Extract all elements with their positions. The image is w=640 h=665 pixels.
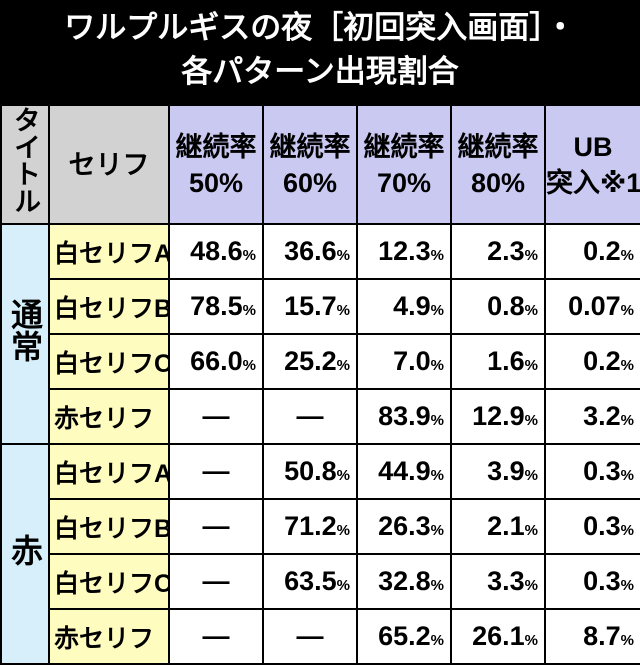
title-line: ワルプルギスの夜［初回突入画面］・ (64, 10, 576, 45)
group-label: 赤 (7, 534, 43, 566)
value-cell: 2.1% (450, 498, 546, 555)
row-label: 白セリフA (48, 443, 170, 500)
value-cell: 0.2% (544, 223, 640, 280)
value-cell: 0.07% (544, 278, 640, 335)
header-row: タイトル セリフ 継続率 50% 継続率 60% 継続率 70% 継続率 80% UB 突入※1 (0, 104, 640, 225)
value-cell: 3.3% (450, 553, 546, 610)
header-text: 継続率 (175, 131, 257, 162)
header-text: 80% (470, 167, 526, 198)
body-row: 赤セリフ — —65.2% 26.1% 8.7% (1, 608, 640, 665)
value-cell: 7.0% (356, 333, 452, 390)
header-text: 突入※1 (546, 167, 640, 198)
value-cell: 32.8% (356, 553, 452, 610)
header-cell: セリフ (48, 104, 170, 225)
value-cell: 12.3% (356, 223, 452, 280)
value-cell: — (262, 608, 358, 665)
row-label: 赤セリフ (48, 608, 170, 665)
value-cell: 0.2% (544, 333, 640, 390)
group-cell: 通常 (0, 223, 50, 445)
body-row: 白セリフC —63.5% 32.8% 3.3% 0.3% (1, 553, 640, 610)
row-label: 赤セリフ (48, 388, 170, 445)
value-cell: 0.3% (544, 553, 640, 610)
header-text: 50% (188, 167, 244, 198)
value-cell: 66.0% (168, 333, 264, 390)
value-cell: 83.9% (356, 388, 452, 445)
body-row: 白セリフB 78.5% 15.7% 4.9% 0.8% 0.07% (1, 278, 640, 335)
value-cell: 36.6% (262, 223, 358, 280)
value-cell: 26.3% (356, 498, 452, 555)
value-cell: 0.3% (544, 498, 640, 555)
header-text: UB (573, 131, 613, 162)
group-label: 通常 (7, 298, 43, 362)
value-cell: 71.2% (262, 498, 358, 555)
value-cell: 44.9% (356, 443, 452, 500)
value-cell: 65.2% (356, 608, 452, 665)
title-line: 各パターン出現割合 (181, 54, 459, 89)
body-row: 白セリフB —71.2% 26.3% 2.1% 0.3% (1, 498, 640, 555)
value-cell: — (168, 388, 264, 445)
header-text: セリフ (68, 149, 150, 180)
value-cell: 4.9% (356, 278, 452, 335)
header-text: 継続率 (269, 131, 351, 162)
header-cell: UB 突入※1 (544, 104, 640, 225)
value-cell: 8.7% (544, 608, 640, 665)
body-row: 赤白セリフA —50.8% 44.9% 3.9% 0.3% (0, 443, 640, 665)
header-cell: タイトル (0, 104, 50, 225)
header-text: 60% (282, 167, 338, 198)
value-cell: — (262, 388, 358, 445)
value-cell: 3.2% (544, 388, 640, 445)
title: ワルプルギスの夜［初回突入画面］・ 各パターン出現割合 (0, 0, 640, 104)
value-cell: 1.6% (450, 333, 546, 390)
header-cell: 継続率 70% (356, 104, 452, 225)
body-row: 赤セリフ — —83.9% 12.9% 3.2% (1, 388, 640, 445)
value-cell: 26.1% (450, 608, 546, 665)
row-label: 白セリフA (48, 223, 170, 280)
header-cell: 継続率 60% (262, 104, 358, 225)
row-label: 白セリフB (48, 498, 170, 555)
value-cell: 0.3% (544, 443, 640, 500)
value-cell: — (168, 608, 264, 665)
value-cell: 48.6% (168, 223, 264, 280)
value-cell: 15.7% (262, 278, 358, 335)
value-cell: 63.5% (262, 553, 358, 610)
table: タイトル セリフ 継続率 50% 継続率 60% 継続率 70% 継続率 80% UB 突入※1 通常白… (0, 104, 640, 665)
value-cell: 2.3% (450, 223, 546, 280)
value-cell: — (168, 553, 264, 610)
row-label: 白セリフB (48, 278, 170, 335)
body-row: 白セリフC 66.0% 25.2% 7.0% 1.6% 0.2% (1, 333, 640, 390)
row-label: 白セリフC (48, 553, 170, 610)
header-text: 70% (376, 167, 432, 198)
header-text: 継続率 (457, 131, 539, 162)
group-cell: 赤 (0, 443, 50, 665)
value-cell: 50.8% (262, 443, 358, 500)
value-cell: — (168, 443, 264, 500)
value-cell: 3.9% (450, 443, 546, 500)
header-cell: 継続率 50% (168, 104, 264, 225)
header-text: 継続率 (363, 131, 445, 162)
value-cell: 12.9% (450, 388, 546, 445)
header-cell: 継続率 80% (450, 104, 546, 225)
value-cell: 78.5% (168, 278, 264, 335)
value-cell: — (168, 498, 264, 555)
body-row: 通常 白セリフA 48.6% 36.6% 12.3% 2.3% 0.2% (0, 223, 640, 445)
header-text: タイトル (10, 106, 40, 214)
row-label: 白セリフC (48, 333, 170, 390)
value-cell: 0.8% (450, 278, 546, 335)
value-cell: 25.2% (262, 333, 358, 390)
